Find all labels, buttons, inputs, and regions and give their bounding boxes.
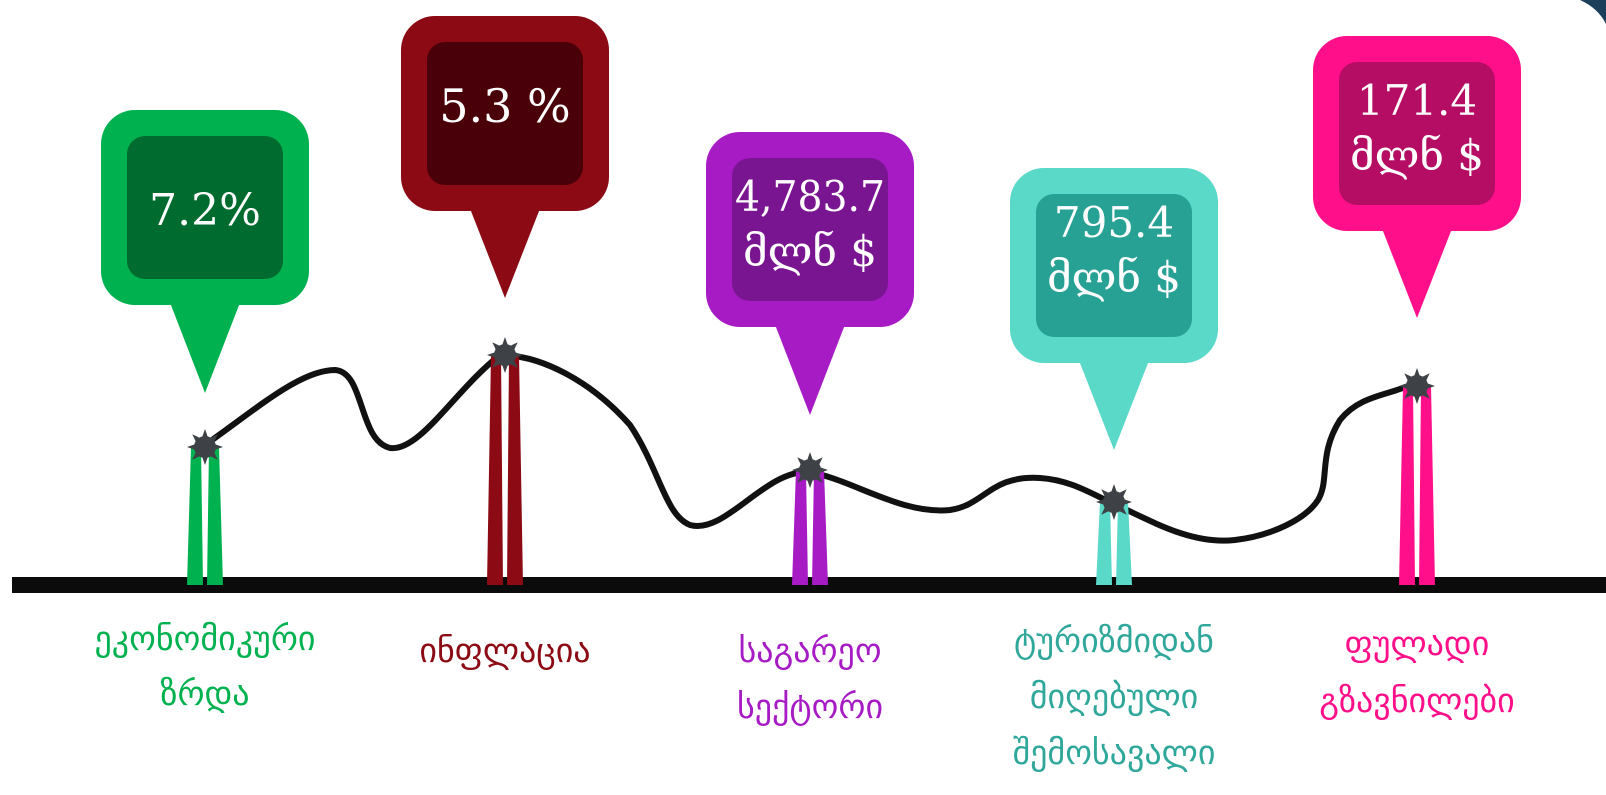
marker-dot — [194, 436, 216, 458]
indicator-value: 7.2% — [149, 185, 261, 236]
indicator-legs — [1399, 386, 1435, 585]
indicator-value: 171.4 — [1357, 76, 1477, 125]
marker-dot — [799, 459, 821, 481]
indicator-label: ფულადი — [1345, 624, 1490, 664]
indicator-label: შემოსავალი — [1013, 733, 1216, 773]
indicator-3: 4,783.7 მლნ $ საგარეო სექტორი — [706, 132, 914, 727]
indicator-label: ეკონომიკური — [95, 619, 316, 659]
indicator-legs — [187, 447, 223, 585]
indicator-group: 7.2% ეკონომიკური ზრდა 5.3 % ინფლაცია 4,783.7 მ… — [95, 16, 1521, 773]
value-callout-inner — [732, 158, 888, 301]
value-callout-inner — [1036, 194, 1192, 337]
callout-pointer — [469, 206, 541, 298]
indicator-value: მლნ $ — [1350, 131, 1484, 180]
indicator-label: ზრდა — [160, 674, 249, 714]
marker-dot — [494, 344, 516, 366]
indicator-value: მლნ $ — [1047, 253, 1181, 302]
indicator-legs — [487, 355, 523, 585]
indicator-label: ტურიზმიდან — [1014, 621, 1214, 661]
indicator-label: გზავნილები — [1319, 681, 1514, 721]
indicator-1: 7.2% ეკონომიკური ზრდა — [95, 110, 316, 714]
value-callout-inner — [427, 42, 583, 185]
marker-dot — [1103, 491, 1125, 513]
indicator-value: 5.3 % — [439, 79, 571, 133]
indicator-5: 171.4 მლნ $ ფულადი გზავნილები — [1313, 36, 1521, 721]
corner-arc — [1580, 0, 1606, 24]
indicator-label: მიღებული — [1030, 677, 1199, 717]
callout-pointer — [1078, 358, 1150, 450]
indicator-2: 5.3 % ინფლაცია — [401, 16, 609, 671]
indicator-legs — [792, 470, 828, 585]
callout-pointer — [1381, 226, 1453, 318]
indicator-label: სექტორი — [737, 687, 883, 727]
indicator-value: 795.4 — [1054, 198, 1174, 247]
marker-dot — [1406, 375, 1428, 397]
indicator-label: ინფლაცია — [419, 631, 590, 671]
indicator-value: მლნ $ — [743, 227, 877, 276]
indicator-legs — [1096, 502, 1132, 585]
indicator-label: საგარეო — [738, 631, 881, 671]
indicator-value: 4,783.7 — [735, 172, 885, 221]
indicator-4: 795.4 მლნ $ ტურიზმიდან მიღებული შემოსავალი — [1010, 168, 1218, 773]
callout-pointer — [774, 322, 846, 415]
callout-pointer — [169, 300, 241, 393]
baseline — [12, 577, 1606, 593]
value-callout-inner — [1339, 62, 1495, 205]
value-callout-inner — [127, 136, 283, 279]
